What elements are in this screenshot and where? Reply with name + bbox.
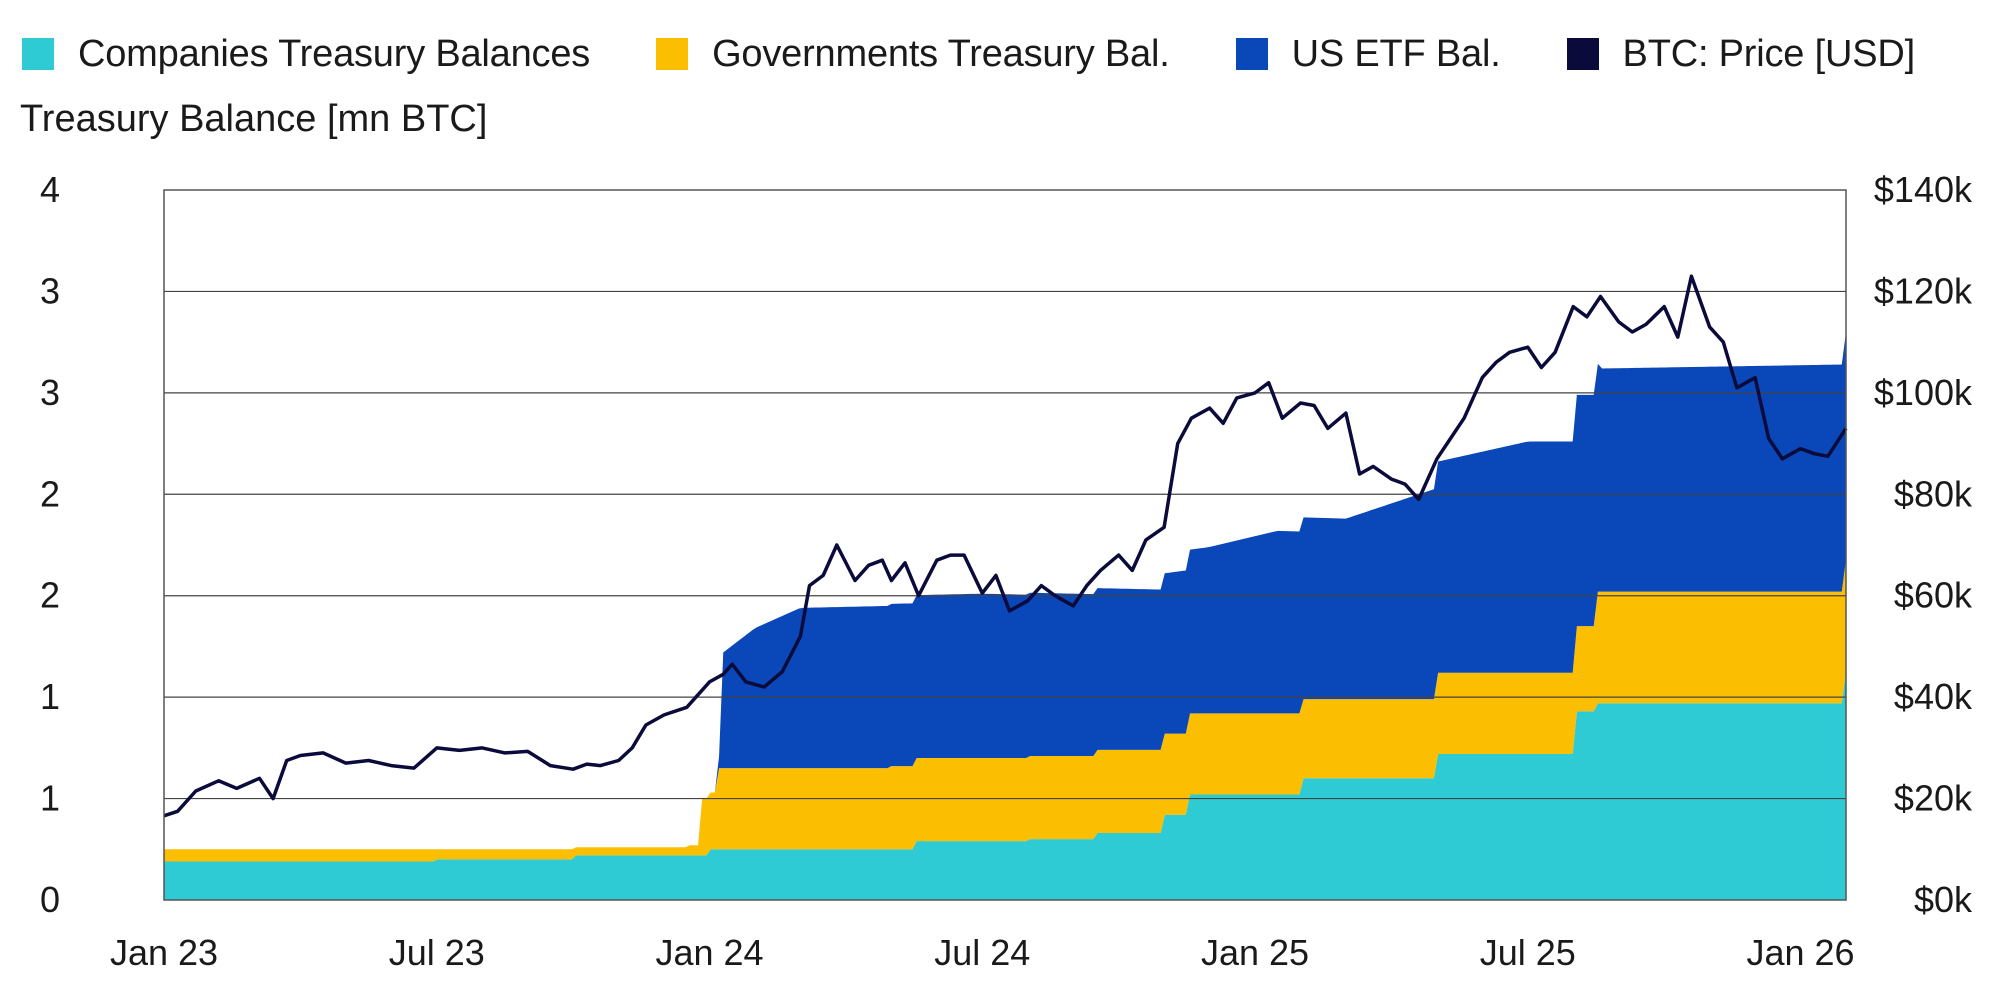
y2-tick-label: $20k <box>1894 778 1973 819</box>
y-tick-label: 1 <box>40 676 60 717</box>
y-tick-label: 1 <box>40 778 60 819</box>
legend-item-governments: Governments Treasury Bal. <box>656 33 1170 76</box>
legend-label-btc-price: BTC: Price [USD] <box>1622 32 1916 75</box>
y2-tick-label: $80k <box>1894 473 1973 514</box>
x-tick-label: Jan 23 <box>110 932 218 973</box>
x-tick-label: Jul 24 <box>934 932 1030 973</box>
area-us-etf <box>164 332 1846 850</box>
x-tick-label: Jan 26 <box>1746 932 1854 973</box>
x-tick-label: Jan 24 <box>655 932 763 973</box>
y2-tick-label: $0k <box>1914 879 1973 920</box>
area-companies-treasury <box>164 670 1846 900</box>
x-axis-ticks: Jan 23 Jul 23 Jan 24 Jul 24 Jan 25 Jul 25 Jan … <box>110 932 1855 973</box>
legend-label-governments: Governments Treasury Bal. <box>712 32 1170 75</box>
y-tick-label: 2 <box>40 575 60 616</box>
y2-axis-ticks: $0k $20k $40k $60k $80k $100k $120k $140k <box>1874 169 1973 920</box>
legend-label-companies: Companies Treasury Balances <box>78 32 591 75</box>
legend-item-btc-price: BTC: Price [USD] <box>1566 32 1916 76</box>
y2-tick-label: $120k <box>1874 270 1973 311</box>
x-tick-label: Jul 25 <box>1480 932 1576 973</box>
y-tick-label: 4 <box>40 169 60 210</box>
y-tick-label: 3 <box>40 372 60 413</box>
y-tick-label: 3 <box>40 270 60 311</box>
stacked-areas <box>164 332 1846 900</box>
x-tick-label: Jul 23 <box>389 932 485 973</box>
legend-label-us-etf: US ETF Bal. <box>1291 32 1501 75</box>
btc-price-line <box>163 274 1848 818</box>
gridlines <box>164 290 1846 800</box>
legend-swatch-governments <box>656 38 689 70</box>
y2-tick-label: $40k <box>1894 676 1973 717</box>
plot-frame <box>163 189 1847 901</box>
legend-item-companies: Companies Treasury Balances <box>22 33 590 76</box>
y-axis-ticks: 0 1 1 2 2 3 3 4 <box>40 169 60 920</box>
y2-tick-label: $60k <box>1894 575 1973 616</box>
y-axis-title: Treasury Balance [mn BTC] <box>20 98 488 140</box>
legend-swatch-companies <box>22 38 54 70</box>
y-tick-label: 2 <box>40 473 60 514</box>
area-governments-treasury <box>164 559 1846 862</box>
chart-legend: Companies Treasury Balances Governments … <box>22 28 1915 80</box>
y-tick-label: 0 <box>40 879 60 920</box>
legend-swatch-us-etf <box>1235 38 1268 70</box>
y2-tick-label: $140k <box>1874 169 1973 210</box>
btc-price-series <box>163 274 1848 818</box>
x-tick-label: Jan 25 <box>1201 932 1309 973</box>
legend-item-us-etf: US ETF Bal. <box>1235 32 1501 76</box>
legend-swatch-btc-price <box>1566 38 1599 70</box>
y2-tick-label: $100k <box>1874 372 1973 413</box>
